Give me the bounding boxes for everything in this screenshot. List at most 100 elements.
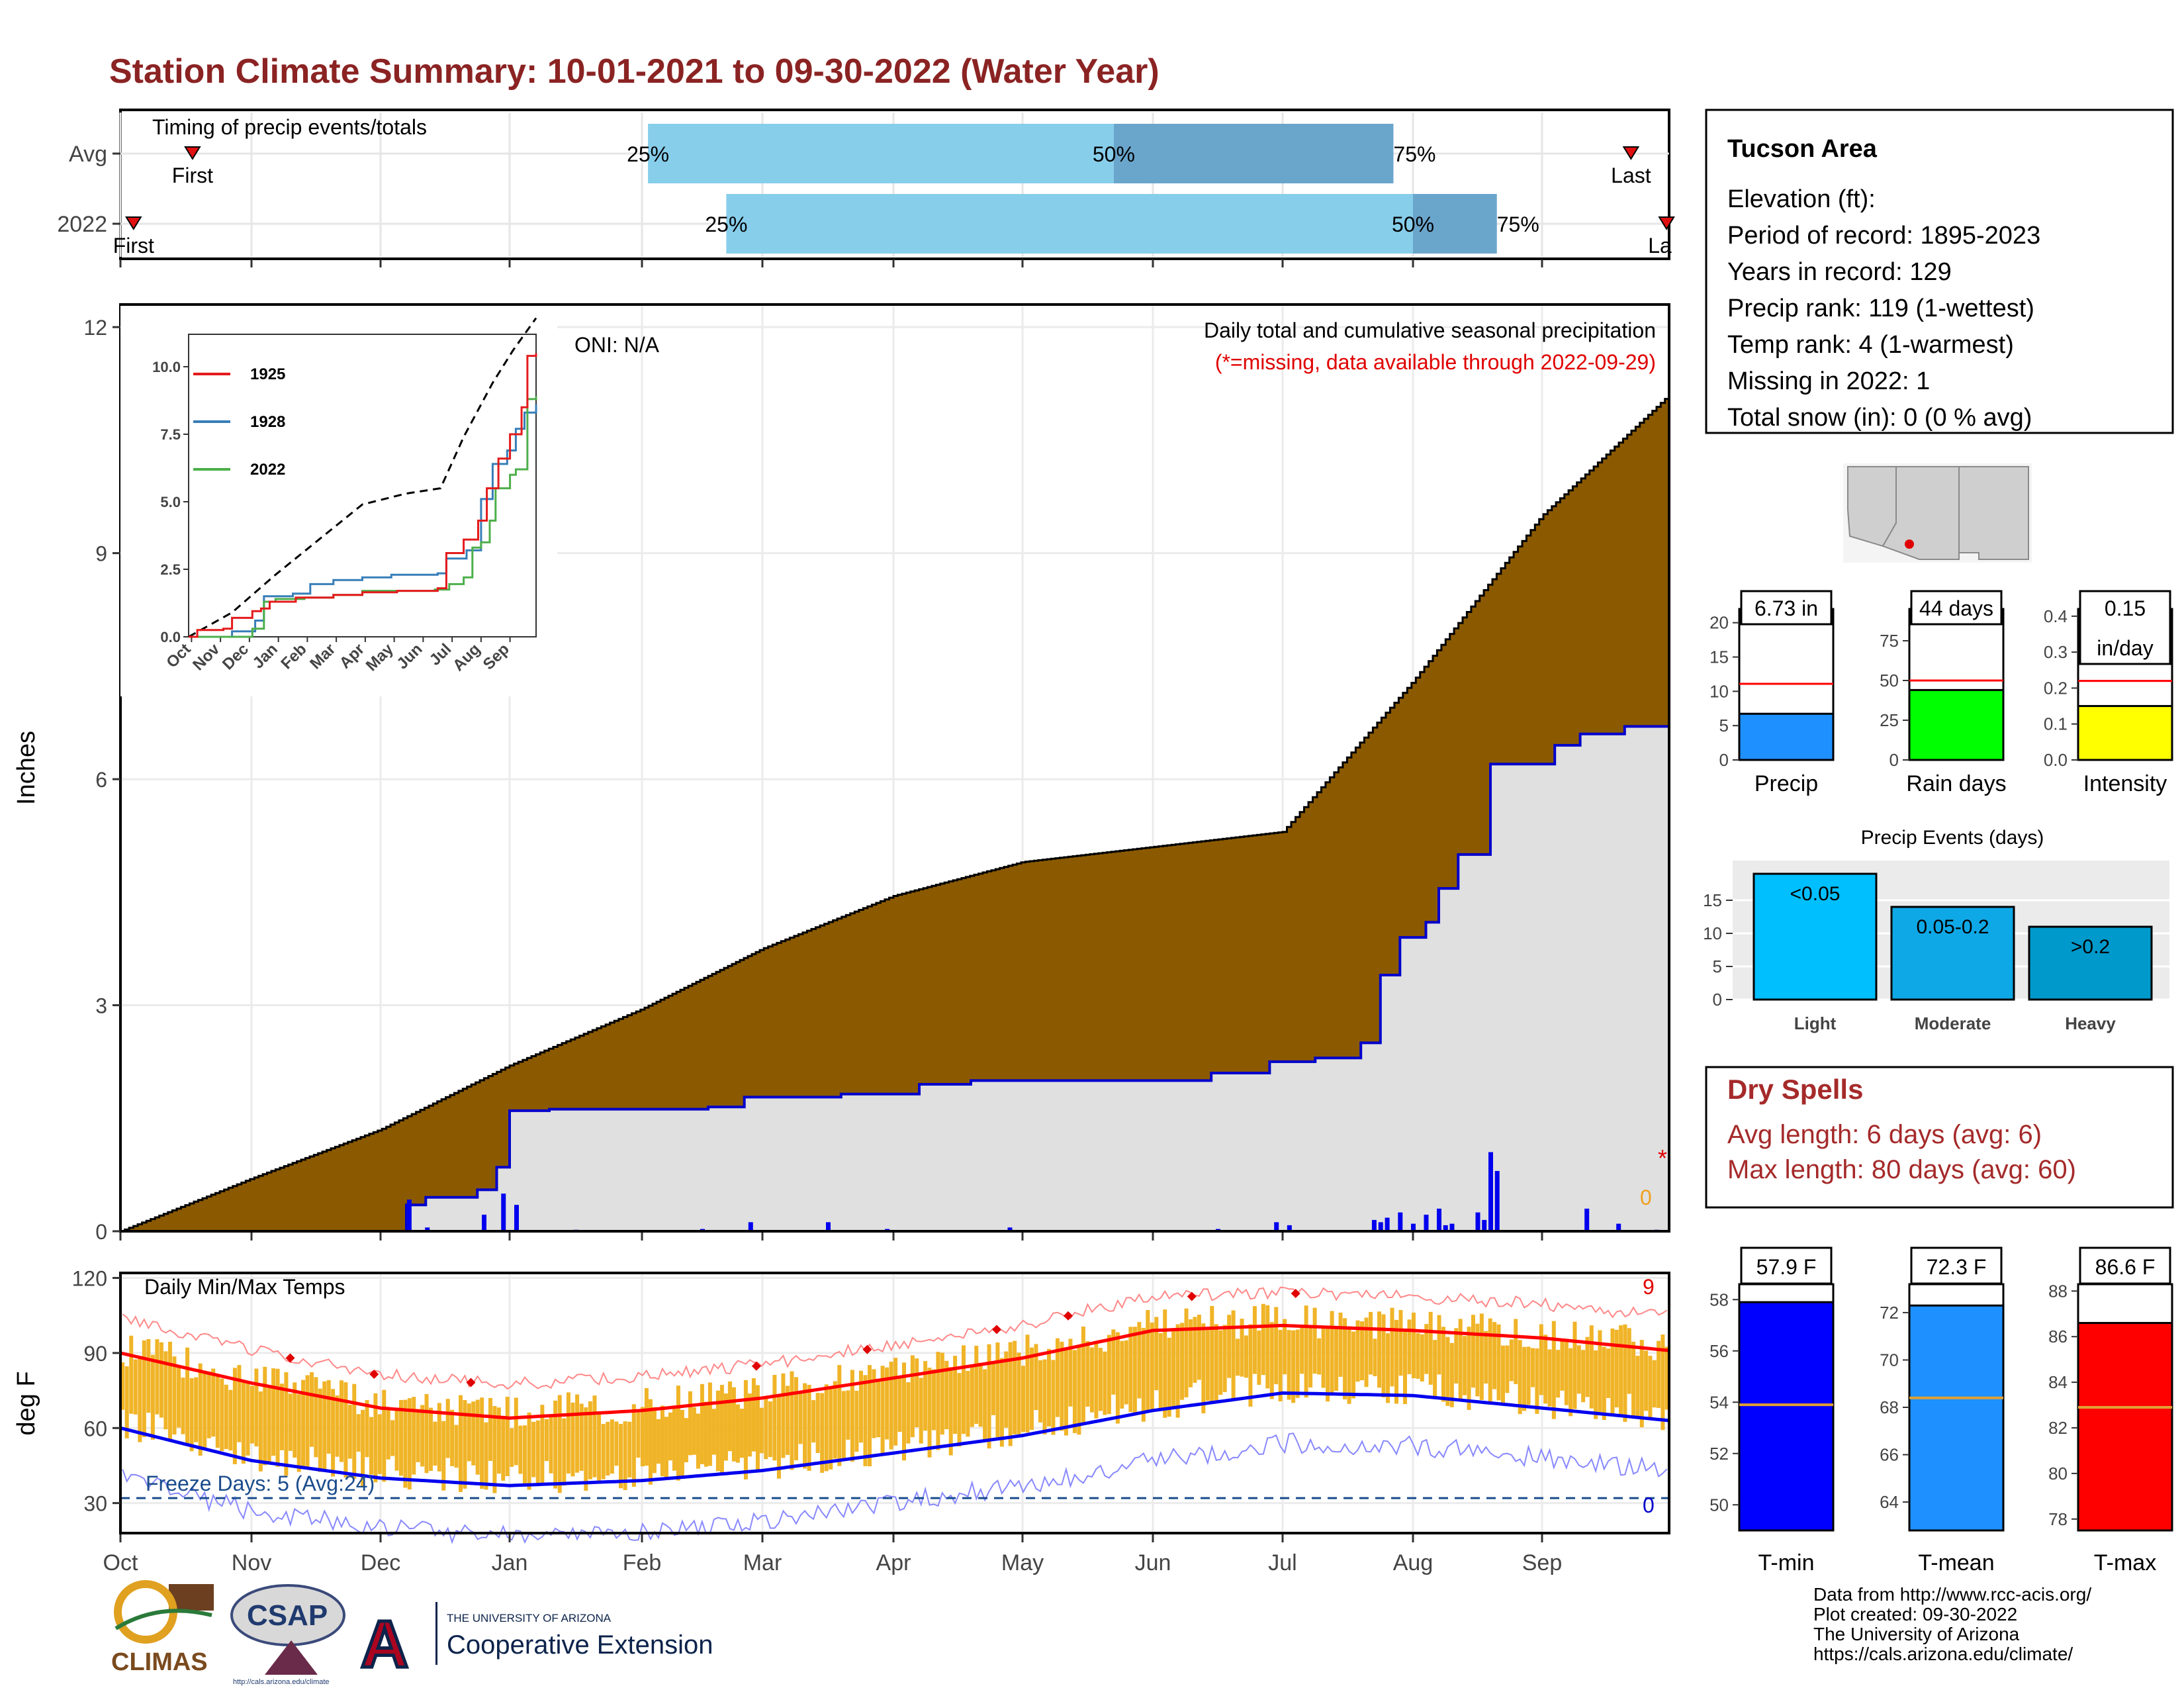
daily-temp-bar xyxy=(335,1395,340,1457)
daily-temp-bar xyxy=(1269,1322,1274,1399)
temp-summary-tick-label: 56 xyxy=(1709,1341,1729,1361)
daily-temp-bar xyxy=(1338,1312,1343,1377)
daily-temp-bar xyxy=(781,1373,786,1458)
arizona-location-map xyxy=(1843,463,2032,563)
daily-temp-bar xyxy=(420,1405,425,1467)
daily-temp-bar xyxy=(931,1369,936,1430)
temp-summary-value-box xyxy=(2079,1246,2171,1285)
daily-temp-bar xyxy=(927,1368,932,1458)
daily-temp-bar xyxy=(1509,1339,1514,1382)
daily-temp-bar xyxy=(1522,1346,1527,1411)
daily-temp-bar xyxy=(1046,1348,1051,1427)
daily-temp-bar xyxy=(1146,1310,1150,1411)
daily-temp-bar xyxy=(150,1354,155,1440)
precip-tick-label-y: 3 xyxy=(95,994,107,1018)
daily-temp-bar xyxy=(398,1399,403,1476)
events-tick-label: 5 xyxy=(1713,957,1722,976)
daily-temp-bar xyxy=(1124,1340,1128,1405)
daily-temp-bar xyxy=(1154,1317,1159,1391)
daily-temp-bar xyxy=(833,1381,837,1459)
daily-temp-bar xyxy=(1398,1310,1403,1376)
ua-cooperative-extension-logo: A THE UNIVERSITY OF ARIZONA Cooperative … xyxy=(359,1602,713,1683)
daily-temp-bar xyxy=(1300,1325,1304,1374)
daily-temp-bar xyxy=(815,1393,820,1453)
daily-temp-bar xyxy=(1631,1341,1636,1418)
daily-temp-bar xyxy=(318,1388,322,1472)
daily-temp-bar xyxy=(1610,1328,1615,1417)
summary-bar-tick-label: 5 xyxy=(1719,716,1729,735)
daily-temp-bar xyxy=(1222,1325,1227,1392)
month-label: Feb xyxy=(623,1550,662,1575)
daily-temp-bar xyxy=(684,1418,688,1463)
daily-temp-bar xyxy=(142,1340,146,1437)
daily-temp-bar xyxy=(1402,1331,1407,1405)
daily-temp-bar xyxy=(237,1365,242,1442)
daily-temp-bar xyxy=(948,1367,953,1456)
summary-bar-tick-label: 0.1 xyxy=(2044,714,2068,734)
events-bar-label: 0.05-0.2 xyxy=(1916,916,1989,938)
summary-bar-tick-label: 0.0 xyxy=(2044,750,2068,770)
daily-temp-bar xyxy=(906,1382,911,1444)
daily-temp-bar xyxy=(424,1394,429,1474)
month-label: Oct xyxy=(103,1550,138,1575)
daily-temp-bar xyxy=(1598,1330,1602,1413)
daily-temp-bar xyxy=(614,1421,619,1466)
timing-p75-label: 75% xyxy=(1497,212,1539,236)
info-box-line: Period of record: 1895-2023 xyxy=(1727,222,2040,250)
daily-temp-bar xyxy=(181,1378,185,1434)
precip-ylabel: Inches xyxy=(13,731,40,805)
daily-temp-bar xyxy=(1606,1348,1611,1398)
month-label: Jun xyxy=(1135,1550,1171,1575)
daily-temp-bar xyxy=(1648,1356,1653,1419)
inset-tick-label-y: 5.0 xyxy=(160,494,181,510)
info-box-line: Elevation (ft): xyxy=(1727,185,1876,213)
daily-temp-bar xyxy=(394,1407,399,1471)
daily-temp-bar xyxy=(829,1387,833,1470)
daily-temp-bar xyxy=(445,1399,450,1458)
daily-temp-bar xyxy=(1004,1351,1009,1428)
daily-temp-bar xyxy=(755,1385,760,1470)
oni-label: ONI: N/A xyxy=(574,333,660,357)
daily-temp-bar xyxy=(803,1383,807,1469)
temp-ylabel: deg F xyxy=(13,1371,40,1435)
daily-temp-bar xyxy=(588,1401,592,1479)
daily-precip-bar xyxy=(1584,1208,1590,1231)
daily-temp-bar xyxy=(978,1362,983,1427)
daily-temp-bar xyxy=(1535,1348,1539,1414)
daily-temp-bar xyxy=(124,1366,129,1438)
inset-series-line-1925 xyxy=(189,353,537,638)
dry-spells-line1: Avg length: 6 days (avg: 6) xyxy=(1727,1120,2042,1149)
daily-temp-bar xyxy=(267,1387,271,1464)
daily-temp-bar xyxy=(437,1403,441,1472)
daily-temp-bar xyxy=(1201,1323,1206,1414)
precip-title-line2: (*=missing, data available through 2022-… xyxy=(1215,350,1656,374)
daily-temp-bar xyxy=(146,1338,151,1413)
daily-temp-bar xyxy=(1193,1317,1197,1383)
daily-temp-bar xyxy=(514,1397,518,1466)
daily-temp-bar xyxy=(1214,1324,1218,1401)
avg-min-line xyxy=(120,1391,1670,1487)
temp-summary-tick-label: 70 xyxy=(1880,1350,1899,1370)
daily-temp-bar xyxy=(880,1366,885,1454)
daily-temp-bar xyxy=(198,1363,203,1456)
daily-temp-bar xyxy=(1180,1323,1185,1400)
daily-temp-bar xyxy=(326,1380,331,1454)
temp-summary-tick-label: 64 xyxy=(1880,1492,1899,1512)
daily-temp-bar xyxy=(901,1362,906,1461)
daily-temp-bar xyxy=(999,1358,1004,1447)
daily-temp-bar xyxy=(1424,1324,1429,1374)
daily-temp-bar xyxy=(505,1397,510,1477)
daily-temp-bar xyxy=(1021,1366,1025,1432)
summary-bar-label: Intensity xyxy=(2083,771,2167,796)
daily-temp-bar xyxy=(1475,1323,1480,1397)
daily-temp-bar xyxy=(120,1362,125,1410)
daily-temp-bar xyxy=(322,1381,327,1470)
summary-value-box xyxy=(1740,590,1833,626)
daily-temp-bar xyxy=(868,1365,872,1467)
footer: Data from http://www.rcc-acis.org/Plot c… xyxy=(111,1580,2091,1686)
daily-temp-bar xyxy=(1514,1319,1518,1384)
daily-temp-bar xyxy=(974,1345,979,1425)
daily-temp-bar xyxy=(1564,1340,1569,1405)
temp-tick-label-y: 90 xyxy=(83,1342,107,1366)
daily-temp-bar xyxy=(206,1371,211,1438)
